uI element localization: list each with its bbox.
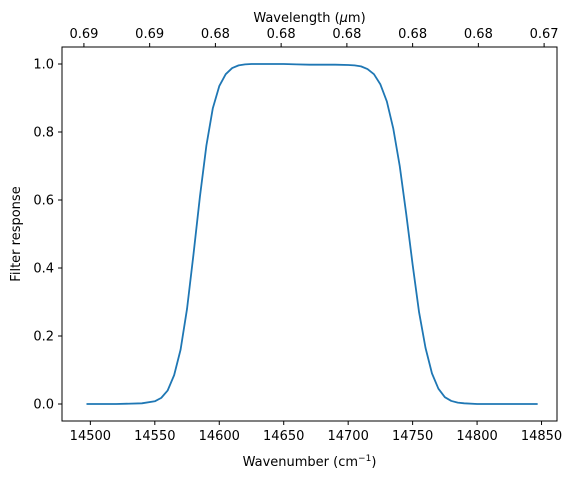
series-line-0	[86, 63, 538, 405]
x-tick-label: 14550	[134, 429, 175, 444]
top-x-tick-label: 0.68	[201, 27, 230, 42]
top-x-tick-label: 0.68	[267, 27, 296, 42]
y-tick-label: 0.8	[33, 126, 54, 141]
top-x-axis-label: Wavelength (μm)	[253, 11, 365, 26]
y-tick-label: 0.0	[33, 398, 54, 413]
x-tick-label: 14750	[392, 429, 433, 444]
y-axis-label: Filter response	[9, 186, 24, 281]
y-axis-ticks: 0.0 0.2 0.4 0.6 0.8 1.0	[33, 58, 62, 413]
y-tick-label: 0.6	[33, 194, 54, 209]
bottom-x-axis-ticks: 14500 14550 14600 14650 14700 14750 14800 14850	[70, 421, 562, 444]
x-tick-label: 14600	[199, 429, 240, 444]
x-tick-label: 14700	[327, 429, 368, 444]
top-x-tick-label: 0.68	[398, 27, 427, 42]
top-x-axis-ticks: 0.69 0.69 0.68 0.68 0.68 0.68 0.68 0.67	[69, 27, 559, 47]
x-tick-label: 14650	[263, 429, 304, 444]
y-tick-label: 0.2	[33, 330, 54, 345]
x-axis-label: Wavenumber (cm−1)	[243, 454, 377, 470]
y-tick-label: 0.4	[33, 262, 54, 277]
x-tick-label: 14500	[70, 429, 111, 444]
top-x-tick-label: 0.69	[135, 27, 164, 42]
x-tick-label: 14850	[521, 429, 562, 444]
plot-area	[86, 63, 538, 405]
x-tick-label: 14800	[456, 429, 497, 444]
axes-frame	[61, 46, 558, 422]
y-tick-label: 1.0	[33, 58, 54, 73]
top-x-tick-label: 0.68	[332, 27, 361, 42]
top-x-tick-label: 0.67	[530, 27, 559, 42]
top-x-tick-label: 0.68	[464, 27, 493, 42]
top-x-tick-label: 0.69	[69, 27, 98, 42]
